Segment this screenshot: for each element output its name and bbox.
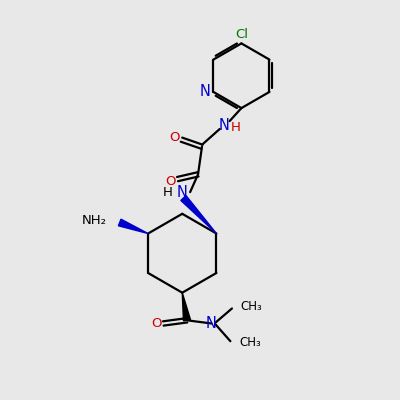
Polygon shape	[181, 196, 216, 234]
Text: O: O	[165, 174, 176, 188]
Text: H: H	[163, 186, 172, 199]
Text: N: N	[218, 118, 229, 132]
Text: O: O	[169, 131, 180, 144]
Text: O: O	[151, 317, 162, 330]
Text: N: N	[206, 316, 217, 331]
Text: CH₃: CH₃	[239, 336, 261, 349]
Text: N: N	[177, 185, 188, 200]
Text: H: H	[230, 120, 240, 134]
Text: CH₃: CH₃	[241, 300, 262, 313]
Polygon shape	[182, 293, 190, 321]
Text: NH₂: NH₂	[82, 214, 107, 227]
Polygon shape	[118, 219, 148, 234]
Text: Cl: Cl	[235, 28, 248, 41]
Text: N: N	[199, 84, 210, 100]
